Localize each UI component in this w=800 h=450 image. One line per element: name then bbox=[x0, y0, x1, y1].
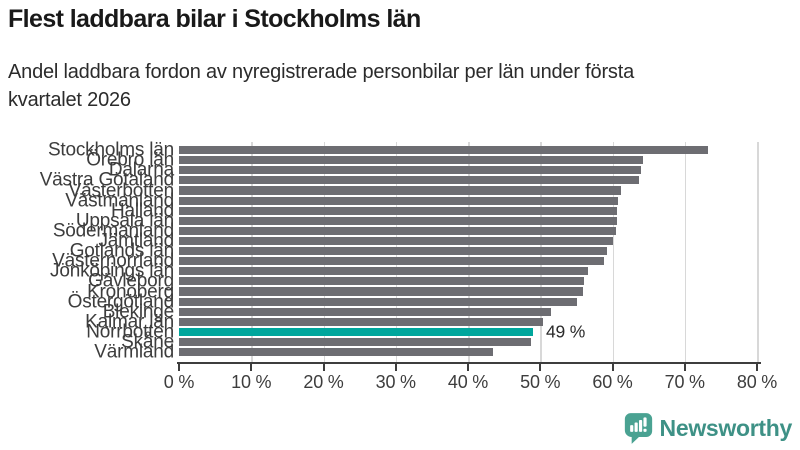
bar-halland bbox=[179, 206, 617, 215]
y-axis-label: Västmanland bbox=[65, 190, 174, 212]
y-axis-label: Kalmar län bbox=[85, 311, 174, 333]
x-axis-tick-label: 40 % bbox=[447, 372, 489, 392]
y-axis-label: Östergötland bbox=[67, 291, 175, 313]
bar-jämtland bbox=[179, 236, 613, 246]
x-axis-tick bbox=[250, 364, 253, 371]
bar-västra-götaland bbox=[179, 176, 640, 185]
x-axis-tick-label: 70 % bbox=[664, 372, 705, 392]
y-axis-label: Västernorrland bbox=[52, 250, 174, 272]
newsworthy-logo[interactable]: Newsworthy bbox=[624, 412, 792, 445]
y-axis-label: Västerbotten bbox=[68, 180, 175, 201]
x-axis-tick bbox=[467, 364, 469, 371]
x-axis-tick bbox=[539, 364, 542, 371]
y-axis-label: Västra Götaland bbox=[39, 169, 175, 191]
x-axis-tick-label: 80 % bbox=[736, 372, 778, 392]
bar-västerbotten bbox=[179, 186, 622, 195]
bar-stockholms-län bbox=[179, 146, 708, 155]
y-axis-label: Jönköpings län bbox=[50, 260, 174, 282]
y-axis-label: Halland bbox=[110, 200, 174, 222]
bar-skåne bbox=[179, 337, 531, 347]
x-axis-tick bbox=[178, 364, 180, 371]
subtitle-line-1: Andel laddbara fordon av nyregistrerade … bbox=[8, 61, 634, 83]
value-annotation: 49 % bbox=[546, 321, 586, 342]
newsworthy-icon bbox=[624, 412, 653, 445]
gridline bbox=[684, 142, 687, 362]
chart-subtitle: Andel laddbara fordon av nyregistrerade … bbox=[8, 58, 634, 114]
x-axis-tick-label: 60 % bbox=[592, 372, 633, 392]
x-axis-tick-label: 50 % bbox=[520, 372, 561, 392]
x-axis-tick bbox=[683, 364, 686, 371]
x-axis-tick-label: 0 % bbox=[163, 372, 195, 392]
bar-jönköpings-län bbox=[179, 267, 588, 276]
subtitle-line-2: kvartalet 2026 bbox=[8, 89, 131, 111]
y-axis-label: Stockholms län bbox=[47, 139, 174, 161]
gridline bbox=[612, 142, 614, 362]
bar-gotlands-län bbox=[179, 247, 607, 256]
y-axis-label: Gotlands län bbox=[69, 240, 174, 262]
x-axis-tick-label: 30 % bbox=[375, 372, 416, 392]
newsworthy-wordmark: Newsworthy bbox=[659, 415, 793, 441]
bar-gävleborg bbox=[179, 277, 585, 286]
bar-västmanland bbox=[179, 196, 618, 205]
x-axis-tick bbox=[394, 364, 397, 371]
y-axis-label: Jämtland bbox=[98, 230, 175, 252]
y-axis-label: Skåne bbox=[121, 331, 174, 353]
bar-norrbotten bbox=[179, 327, 534, 336]
bar-västernorrland bbox=[179, 257, 604, 266]
bar-södermanland bbox=[179, 226, 617, 235]
x-axis-tick-label: 10 % bbox=[231, 372, 272, 392]
bar-uppsala-län bbox=[179, 216, 617, 225]
y-axis-label: Dalarna bbox=[108, 159, 174, 181]
y-axis-label: Södermanland bbox=[52, 220, 174, 242]
x-axis-tick bbox=[322, 364, 325, 371]
bar-östergötland bbox=[179, 297, 578, 306]
bar-värmland bbox=[179, 348, 494, 357]
bar-kalmar-län bbox=[179, 317, 544, 326]
y-axis-label: Norrbotten bbox=[86, 321, 174, 343]
bar-blekinge bbox=[179, 307, 552, 316]
x-axis-tick bbox=[756, 364, 758, 371]
bar-kronoberg bbox=[179, 287, 583, 296]
chart-title: Flest laddbara bilar i Stockholms län bbox=[8, 5, 421, 33]
y-axis-label: Kronoberg bbox=[87, 281, 174, 302]
y-axis-label: Örebro län bbox=[86, 149, 174, 171]
y-axis-label: Värmland bbox=[94, 341, 174, 363]
x-axis-line bbox=[177, 362, 761, 364]
y-axis-label: Uppsala län bbox=[75, 210, 174, 232]
y-axis-label: Gävleborg bbox=[88, 270, 174, 292]
bar-dalarna bbox=[179, 166, 641, 175]
bar-örebro-län bbox=[179, 156, 643, 165]
x-axis-tick bbox=[611, 364, 614, 371]
x-axis-tick-label: 20 % bbox=[303, 372, 344, 392]
gridline bbox=[757, 142, 759, 362]
y-axis-label: Blekinge bbox=[102, 301, 174, 323]
